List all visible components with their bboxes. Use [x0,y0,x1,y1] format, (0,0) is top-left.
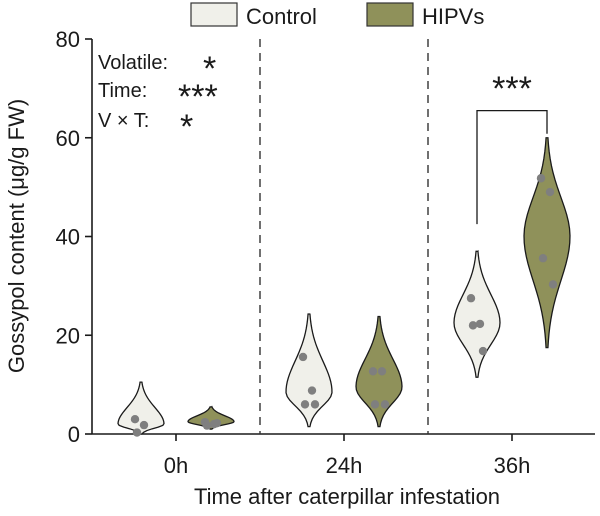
stat-stars-volatile: * [203,50,216,88]
violins [117,137,571,435]
x-tick-label: 36h [494,453,531,478]
point-control-0h [139,420,149,430]
stat-stars-time: *** [178,78,218,116]
point-hipvs-36h [538,254,548,263]
violin-control-0h [117,381,165,435]
time-dividers [259,39,429,434]
point-control-36h [468,321,478,330]
stat-label-time: Time: [98,80,147,102]
y-axis-label: Gossypol content (μg/g FW) [4,99,29,373]
point-hipvs-36h [536,174,546,183]
stat-label-vxt: V × T: [98,110,149,132]
point-hipvs-24h [377,367,387,376]
point-hipvs-24h [368,367,378,376]
violin-control-36h [453,249,501,378]
point-hipvs-36h [548,280,558,289]
point-control-24h [307,386,317,395]
point-control-0h [130,414,140,424]
point-control-24h [300,400,310,409]
point-hipvs-36h [545,187,555,197]
violin-hipvs-36h [523,137,571,349]
violin-control-24h [285,313,333,428]
annotations: Volatile: * Time: *** V × T: * *** [98,50,548,225]
legend-swatch-hipvs [366,2,414,27]
significance-stars: *** [492,70,532,108]
legend-label-control: Control [246,4,317,29]
point-hipvs-0h [212,418,222,428]
legend-swatch-control [190,2,238,27]
point-control-36h [478,346,488,356]
point-control-36h [466,294,476,303]
y-tick-label: 0 [68,422,80,447]
x-tick-label: 0h [164,453,188,478]
legend: Control HIPVs [190,2,484,29]
x-axis-label: Time after caterpillar infestation [194,484,500,509]
point-hipvs-24h [380,400,390,409]
significance-bracket [476,109,548,225]
stat-stars-vxt: * [180,108,193,146]
axes: 0 20 40 60 80 0h 24h 36h [56,27,595,478]
point-control-24h [298,352,308,362]
y-tick-label: 40 [56,225,80,250]
legend-label-hipvs: HIPVs [422,4,484,29]
data-points [130,174,558,437]
y-tick-label: 60 [56,126,80,151]
y-tick-label: 80 [56,27,80,52]
y-tick-label: 20 [56,323,80,348]
point-control-0h [132,428,142,437]
point-control-24h [310,400,320,409]
stat-label-volatile: Volatile: [98,52,168,74]
point-hipvs-24h [370,400,380,409]
x-tick-label: 24h [326,453,363,478]
point-hipvs-0h [202,421,212,430]
violin-hipvs-0h [187,405,235,430]
point-control-36h [475,319,485,329]
